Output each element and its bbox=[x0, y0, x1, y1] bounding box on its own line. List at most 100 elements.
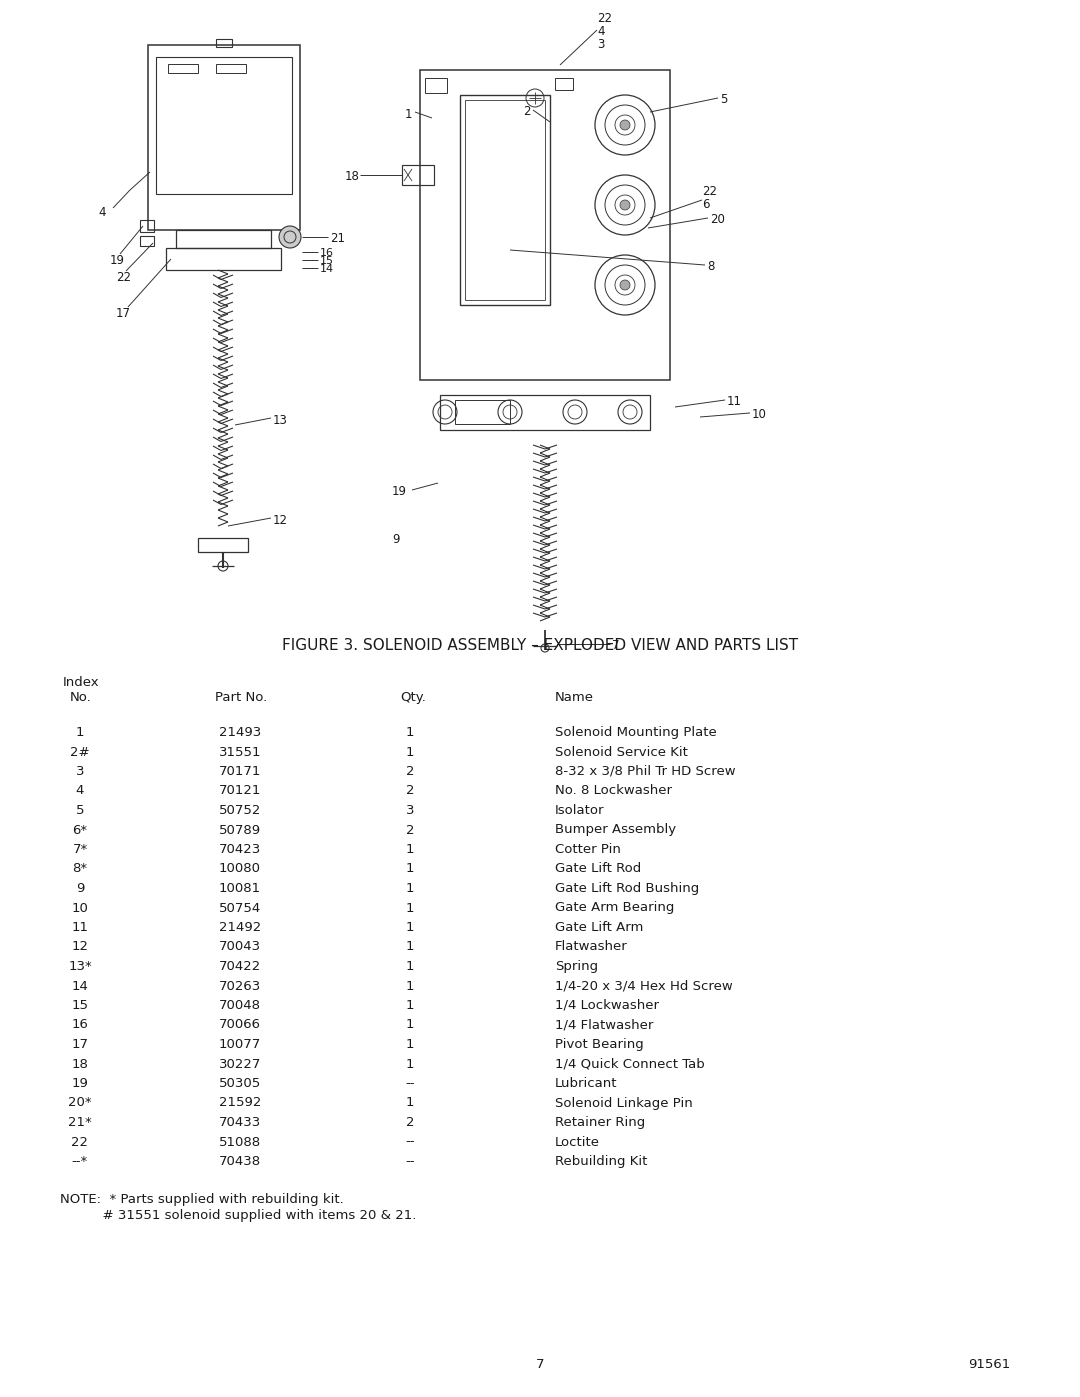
Text: 1: 1 bbox=[406, 842, 415, 856]
Text: 50305: 50305 bbox=[219, 1077, 261, 1090]
Text: 16: 16 bbox=[71, 1018, 89, 1031]
Text: No.: No. bbox=[70, 692, 92, 704]
Text: 10077: 10077 bbox=[219, 1038, 261, 1051]
Bar bbox=[140, 236, 154, 246]
Text: 11: 11 bbox=[727, 395, 742, 408]
Bar bbox=[555, 78, 573, 89]
Text: --: -- bbox=[405, 1155, 415, 1168]
Text: 10080: 10080 bbox=[219, 862, 261, 876]
Text: 1: 1 bbox=[406, 746, 415, 759]
Text: 70066: 70066 bbox=[219, 1018, 261, 1031]
Text: 5: 5 bbox=[720, 94, 727, 106]
Bar bbox=[465, 101, 545, 300]
Text: 21*: 21* bbox=[68, 1116, 92, 1129]
Text: 1/4 Flatwasher: 1/4 Flatwasher bbox=[555, 1018, 653, 1031]
Text: 1: 1 bbox=[406, 1097, 415, 1109]
Text: 1: 1 bbox=[406, 921, 415, 935]
Text: Bumper Assembly: Bumper Assembly bbox=[555, 823, 676, 837]
Bar bbox=[460, 95, 550, 305]
Text: 1/4 Quick Connect Tab: 1/4 Quick Connect Tab bbox=[555, 1058, 705, 1070]
Text: 1: 1 bbox=[406, 862, 415, 876]
Text: 4: 4 bbox=[597, 25, 605, 38]
Text: 50754: 50754 bbox=[219, 901, 261, 915]
Text: 70438: 70438 bbox=[219, 1155, 261, 1168]
Text: 13*: 13* bbox=[68, 960, 92, 972]
Text: Retainer Ring: Retainer Ring bbox=[555, 1116, 645, 1129]
Text: 1: 1 bbox=[406, 1038, 415, 1051]
Bar bbox=[440, 395, 650, 430]
Text: 21: 21 bbox=[330, 232, 345, 244]
Text: 18: 18 bbox=[71, 1058, 89, 1070]
Text: 19: 19 bbox=[110, 254, 125, 267]
Text: 10: 10 bbox=[71, 901, 89, 915]
Bar bbox=[140, 219, 154, 232]
Text: 15: 15 bbox=[71, 999, 89, 1011]
Circle shape bbox=[620, 120, 630, 130]
Text: 70263: 70263 bbox=[219, 979, 261, 992]
Text: 11: 11 bbox=[71, 921, 89, 935]
Text: 2: 2 bbox=[406, 823, 415, 837]
Text: 2: 2 bbox=[406, 766, 415, 778]
Text: Gate Lift Rod Bushing: Gate Lift Rod Bushing bbox=[555, 882, 699, 895]
Bar bbox=[426, 78, 447, 94]
Text: 70048: 70048 bbox=[219, 999, 261, 1011]
Text: Isolator: Isolator bbox=[555, 805, 605, 817]
Text: 8*: 8* bbox=[72, 862, 87, 876]
Text: 19: 19 bbox=[71, 1077, 89, 1090]
Text: 51088: 51088 bbox=[219, 1136, 261, 1148]
Bar bbox=[156, 57, 292, 194]
Text: 4: 4 bbox=[98, 205, 106, 219]
Bar bbox=[148, 45, 300, 231]
Text: --*: --* bbox=[72, 1155, 89, 1168]
Text: 14: 14 bbox=[320, 264, 334, 274]
Text: 20*: 20* bbox=[68, 1097, 92, 1109]
Text: 9: 9 bbox=[392, 534, 400, 546]
Text: Solenoid Mounting Plate: Solenoid Mounting Plate bbox=[555, 726, 717, 739]
Text: 21493: 21493 bbox=[219, 726, 261, 739]
Text: 15: 15 bbox=[320, 256, 334, 265]
Text: 30227: 30227 bbox=[219, 1058, 261, 1070]
Bar bbox=[216, 64, 246, 73]
Text: No. 8 Lockwasher: No. 8 Lockwasher bbox=[555, 785, 672, 798]
Text: Flatwasher: Flatwasher bbox=[555, 940, 627, 954]
Text: Gate Lift Rod: Gate Lift Rod bbox=[555, 862, 642, 876]
Text: 10081: 10081 bbox=[219, 882, 261, 895]
Text: Qty.: Qty. bbox=[400, 692, 426, 704]
Text: FIGURE 3. SOLENOID ASSEMBLY – EXPLODED VIEW AND PARTS LIST: FIGURE 3. SOLENOID ASSEMBLY – EXPLODED V… bbox=[282, 638, 798, 652]
Text: 2: 2 bbox=[406, 1116, 415, 1129]
Text: Pivot Bearing: Pivot Bearing bbox=[555, 1038, 644, 1051]
Text: Rebuilding Kit: Rebuilding Kit bbox=[555, 1155, 647, 1168]
Text: Gate Lift Arm: Gate Lift Arm bbox=[555, 921, 644, 935]
Text: 22: 22 bbox=[71, 1136, 89, 1148]
Text: 17: 17 bbox=[116, 307, 131, 320]
Text: 17: 17 bbox=[71, 1038, 89, 1051]
Text: 5: 5 bbox=[76, 805, 84, 817]
Text: 70422: 70422 bbox=[219, 960, 261, 972]
Text: 20: 20 bbox=[710, 212, 725, 226]
Bar bbox=[420, 70, 670, 380]
Text: 7: 7 bbox=[536, 1358, 544, 1370]
Text: 9: 9 bbox=[76, 882, 84, 895]
Text: 6*: 6* bbox=[72, 823, 87, 837]
Text: 21592: 21592 bbox=[219, 1097, 261, 1109]
Text: 2: 2 bbox=[406, 785, 415, 798]
Text: Spring: Spring bbox=[555, 960, 598, 972]
Circle shape bbox=[279, 226, 301, 249]
Text: 21492: 21492 bbox=[219, 921, 261, 935]
Text: 1: 1 bbox=[406, 726, 415, 739]
Text: 1/4 Lockwasher: 1/4 Lockwasher bbox=[555, 999, 659, 1011]
Bar bbox=[216, 39, 232, 47]
Text: 13: 13 bbox=[273, 414, 288, 427]
Text: 10: 10 bbox=[752, 408, 767, 420]
Text: Gate Arm Bearing: Gate Arm Bearing bbox=[555, 901, 674, 915]
Text: --: -- bbox=[405, 1077, 415, 1090]
Text: 1: 1 bbox=[406, 979, 415, 992]
Text: 70043: 70043 bbox=[219, 940, 261, 954]
Text: # 31551 solenoid supplied with items 20 & 21.: # 31551 solenoid supplied with items 20 … bbox=[60, 1210, 417, 1222]
Text: 12: 12 bbox=[71, 940, 89, 954]
Text: 70423: 70423 bbox=[219, 842, 261, 856]
Text: Solenoid Service Kit: Solenoid Service Kit bbox=[555, 746, 688, 759]
Text: 1: 1 bbox=[406, 1018, 415, 1031]
Text: Part No.: Part No. bbox=[215, 692, 267, 704]
Text: Solenoid Linkage Pin: Solenoid Linkage Pin bbox=[555, 1097, 692, 1109]
